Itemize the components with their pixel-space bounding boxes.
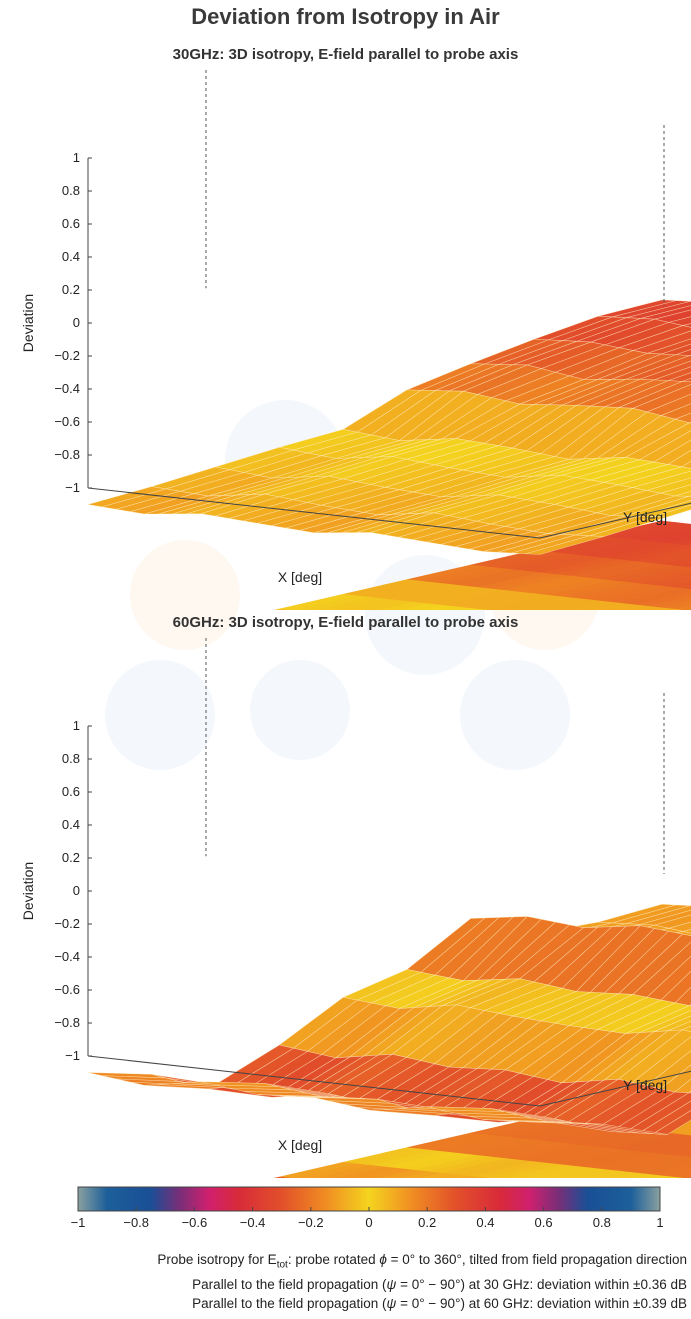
- colorbar-tick-label: 0.8: [593, 1215, 611, 1230]
- floor-projection: [273, 520, 691, 610]
- y-axis-line: [539, 502, 691, 539]
- z-tick-label: 0.4: [62, 249, 80, 264]
- z-tick-label: −1: [65, 1048, 80, 1063]
- surface-cell: [525, 1121, 604, 1125]
- surface-cell: [682, 928, 691, 934]
- colorbar-tick-label: 0.4: [476, 1215, 494, 1230]
- surface-cell: [681, 460, 691, 469]
- z-tick-label: 0: [73, 315, 80, 330]
- colorbar-tick-label: −1: [71, 1215, 86, 1230]
- floor-cell: [675, 605, 691, 610]
- colorbar-tick-label: −0.6: [182, 1215, 208, 1230]
- axes: −1 −0.8 −0.6 −0.4 −0.2 0 0.2 0.4 0.6 0.8 1 Deviatio…: [20, 70, 691, 585]
- z-axis-label: Deviation: [20, 862, 36, 920]
- x-axis-label: X [deg]: [278, 1137, 322, 1153]
- watermark-circle: [460, 660, 570, 770]
- z-tick-label: −0.2: [54, 916, 80, 931]
- z-tick-label: 1: [73, 150, 80, 165]
- z-tick-label: 0.8: [62, 183, 80, 198]
- y-axis-label: Y [deg]: [623, 509, 667, 525]
- axes: −1 −0.8 −0.6 −0.4 −0.2 0 0.2 0.4 0.6 0.8 1 Deviatio…: [20, 638, 691, 1153]
- caption-line-1: Probe isotropy for Etot: probe rotated ϕ…: [157, 1252, 687, 1271]
- colorbar-tick-label: −0.2: [298, 1215, 324, 1230]
- z-tick-label: −0.2: [54, 348, 80, 363]
- surface-cell: [682, 378, 691, 383]
- chart-subtitle-30ghz: 30GHz: 3D isotropy, E-field parallel to …: [172, 46, 519, 63]
- z-tick-label: 0.8: [62, 751, 80, 766]
- y-axis-line: [539, 1070, 691, 1107]
- surface-cell: [688, 1090, 691, 1094]
- surface-chart-30ghz: −1 −0.8 −0.6 −0.4 −0.2 0 0.2 0.4 0.6 0.8 1 Deviatio…: [20, 70, 691, 610]
- watermark-circle: [250, 660, 350, 760]
- z-tick-label: 0.2: [62, 850, 80, 865]
- caption-line-2: Parallel to the field propagation (ψ = 0…: [192, 1276, 687, 1292]
- z-tick-label: −1: [65, 480, 80, 495]
- y-axis-label: Y [deg]: [623, 1077, 667, 1093]
- watermark-circle: [130, 540, 240, 650]
- floor-cell: [675, 1173, 691, 1178]
- z-tick-label: 0: [73, 883, 80, 898]
- z-tick-label: 0.2: [62, 282, 80, 297]
- z-tick-label: 0.6: [62, 784, 80, 799]
- watermark-circle: [105, 660, 215, 770]
- colorbar-tick-label: −0.4: [240, 1215, 266, 1230]
- x-axis-label: X [deg]: [278, 569, 322, 585]
- surface-cell: [525, 535, 604, 555]
- page-title: Deviation from Isotropy in Air: [191, 4, 500, 29]
- z-tick-label: −0.8: [54, 1015, 80, 1030]
- z-tick-label: −0.8: [54, 447, 80, 462]
- floor-cell: [671, 609, 684, 610]
- colorbar: −1 −0.8 −0.6 −0.4 −0.2 0 0.2 0.4 0.6 0.8 1: [71, 1186, 664, 1230]
- floor-cell: [671, 1177, 684, 1178]
- z-axis-label: Deviation: [20, 294, 36, 352]
- colorbar-tick-label: 1: [656, 1215, 663, 1230]
- surface-mesh: [87, 299, 691, 555]
- caption: Probe isotropy for Etot: probe rotated ϕ…: [0, 1250, 687, 1313]
- z-tick-label: −0.4: [54, 381, 80, 396]
- colorbar-tick-label: 0.6: [535, 1215, 553, 1230]
- z-tick-label: 0.6: [62, 216, 80, 231]
- floor-cell: [273, 608, 292, 610]
- z-tick-label: 1: [73, 718, 80, 733]
- surface-mesh: [87, 903, 691, 1135]
- chart-subtitle-60ghz: 60GHz: 3D isotropy, E-field parallel to …: [172, 614, 519, 631]
- colorbar-tick-label: 0.2: [418, 1215, 436, 1230]
- colorbar-tick-label: −0.8: [123, 1215, 149, 1230]
- colorbar-tick-label: 0: [365, 1215, 372, 1230]
- surface-chart-60ghz: −1 −0.8 −0.6 −0.4 −0.2 0 0.2 0.4 0.6 0.8 1 Deviatio…: [20, 638, 691, 1178]
- surface-cell: [682, 323, 691, 328]
- x-axis-line: [87, 1055, 541, 1107]
- z-tick-label: −0.6: [54, 982, 80, 997]
- z-tick-label: −0.4: [54, 949, 80, 964]
- z-tick-label: 0.4: [62, 817, 80, 832]
- x-axis-line: [87, 487, 541, 539]
- floor-cell: [273, 1176, 292, 1178]
- caption-line-3: Parallel to the field propagation (ψ = 0…: [192, 1295, 687, 1311]
- z-tick-label: −0.6: [54, 414, 80, 429]
